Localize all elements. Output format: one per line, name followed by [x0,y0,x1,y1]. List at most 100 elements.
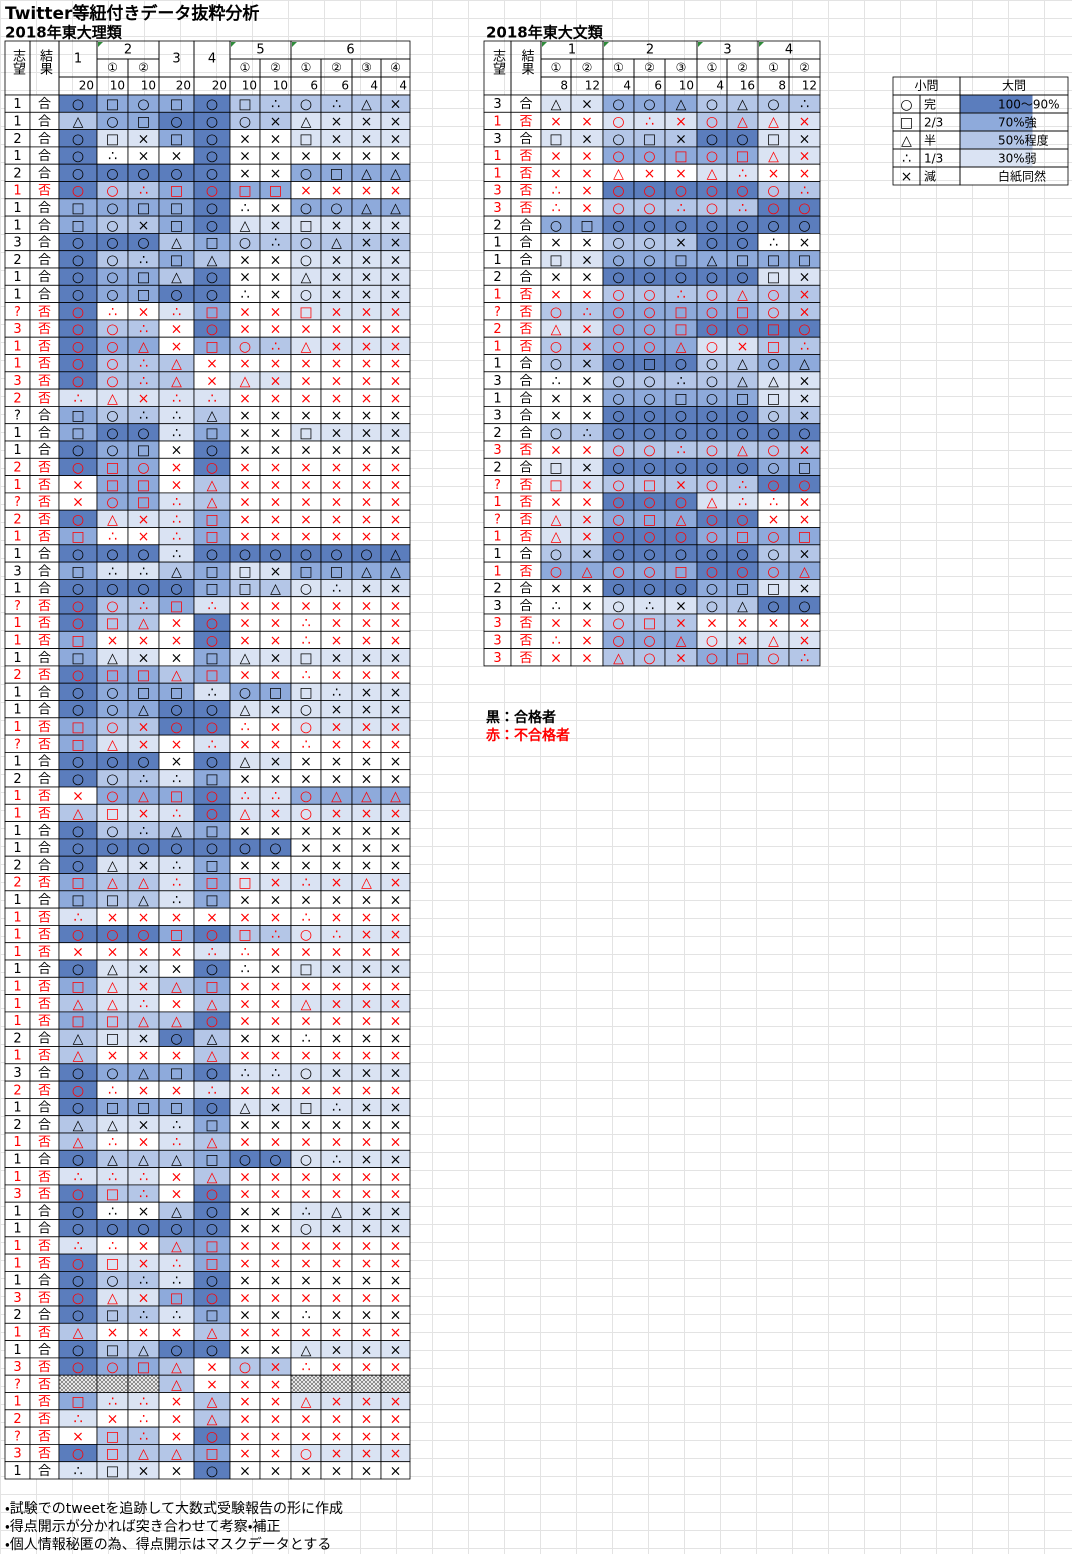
cell-symbol: ○ [206,1100,218,1116]
cell-symbol: × [270,1083,282,1099]
cell-symbol: × [361,373,373,389]
cell-symbol: △ [768,373,779,389]
cell-symbol: × [390,1325,402,1341]
cell-symbol: × [361,598,373,614]
row-label: 1 [493,149,501,164]
cell-symbol: ○ [550,339,562,355]
cell-symbol: ○ [736,322,748,338]
cell-symbol: ∴ [583,425,592,441]
sub-label: ① [613,61,624,75]
cell-symbol: ○ [300,287,312,303]
cell-symbol: × [331,1169,343,1185]
cell-symbol: × [581,495,593,511]
cell-symbol: ○ [170,702,182,718]
row-label: 2 [493,270,501,285]
cell-symbol: ∴ [139,996,148,1012]
cell-symbol: × [361,1100,373,1116]
cell-symbol: ○ [206,1204,218,1220]
cell-symbol: ○ [643,270,655,286]
cell-symbol: ○ [72,685,84,701]
cell-symbol: × [138,1256,150,1272]
cell-symbol: × [550,616,562,632]
cell-symbol: △ [138,1446,149,1462]
cell-symbol: ○ [675,581,687,597]
cell-symbol: × [239,1463,251,1479]
cell-symbol: △ [737,287,748,303]
cell-symbol: × [581,252,593,268]
sub-label: ② [799,61,810,75]
cell-symbol: × [390,737,402,753]
cell-symbol: × [270,1117,282,1133]
cell-symbol: × [239,1394,251,1410]
row-label: 否 [38,460,51,475]
cell-symbol: ○ [612,287,624,303]
cell-symbol: × [171,737,183,753]
row-label: 1 [493,391,501,406]
row-label: 否 [519,184,532,199]
row-label: 1 [13,1049,21,1064]
cell-symbol: ○ [106,443,118,459]
cell-symbol: × [300,858,312,874]
cell-symbol: × [171,322,183,338]
cell-symbol: ∴ [241,962,250,978]
cell-symbol: ∴ [108,1394,117,1410]
cell-symbol: □ [238,581,251,597]
cell-symbol: □ [643,477,656,493]
cell-symbol: ○ [643,252,655,268]
cell-symbol: × [768,166,780,182]
cell-symbol: ∴ [738,477,747,493]
cell-symbol: ∴ [332,685,341,701]
cell-symbol: × [270,1204,282,1220]
cell-symbol: ∴ [271,339,280,355]
cell-symbol: × [239,1048,251,1064]
cell-symbol: △ [107,1117,118,1133]
cell-symbol: × [390,823,402,839]
table-caption: 2018年東大文類 [486,24,604,42]
cell-symbol: ○ [206,443,218,459]
cell-symbol: × [581,460,593,476]
cell-symbol: × [768,512,780,528]
cell-symbol: × [390,806,402,822]
legend-symbol: ∴ [902,151,911,167]
cell-symbol: △ [207,996,218,1012]
cell-symbol: ○ [767,564,779,580]
cell-symbol: △ [676,512,687,528]
cell-symbol: × [331,1308,343,1324]
cell-symbol: ∴ [302,1204,311,1220]
cell-symbol: ∴ [241,789,250,805]
row-label: 合 [38,270,51,285]
row-label: 合 [38,703,51,718]
cell-symbol: × [270,287,282,303]
sub-label: ① [551,61,562,75]
legend-label: 白紙同然 [998,169,1046,184]
cell-symbol: □ [736,529,749,545]
row-label: 合 [519,426,532,441]
cell [58,1374,98,1393]
cell-symbol: × [361,183,373,199]
cell-symbol: ○ [612,512,624,528]
cell-symbol: × [390,1014,402,1030]
cell-symbol: ○ [736,460,748,476]
cell-symbol: ○ [72,339,84,355]
cell-symbol: ∴ [208,1083,217,1099]
cell-symbol: × [270,1221,282,1237]
cell-symbol: × [239,1135,251,1151]
row-label: 否 [38,928,51,943]
cell-symbol: ∴ [241,1065,250,1081]
cell-symbol: ○ [239,546,251,562]
cell-symbol: × [361,1083,373,1099]
cell-symbol: ○ [72,581,84,597]
row-label: 否 [519,166,532,181]
row-label: 3 [493,374,501,389]
cell-symbol: □ [643,131,656,147]
cell-symbol: × [390,391,402,407]
cell-symbol: ○ [643,373,655,389]
cell-symbol: × [644,166,656,182]
cell-symbol: × [361,1048,373,1064]
cell-symbol: ∴ [139,564,148,580]
row-label: 否 [519,651,532,666]
cell-symbol: ○ [706,373,718,389]
cell-symbol: × [270,149,282,165]
cell-symbol: △ [707,252,718,268]
points-label: 10 [141,79,156,93]
